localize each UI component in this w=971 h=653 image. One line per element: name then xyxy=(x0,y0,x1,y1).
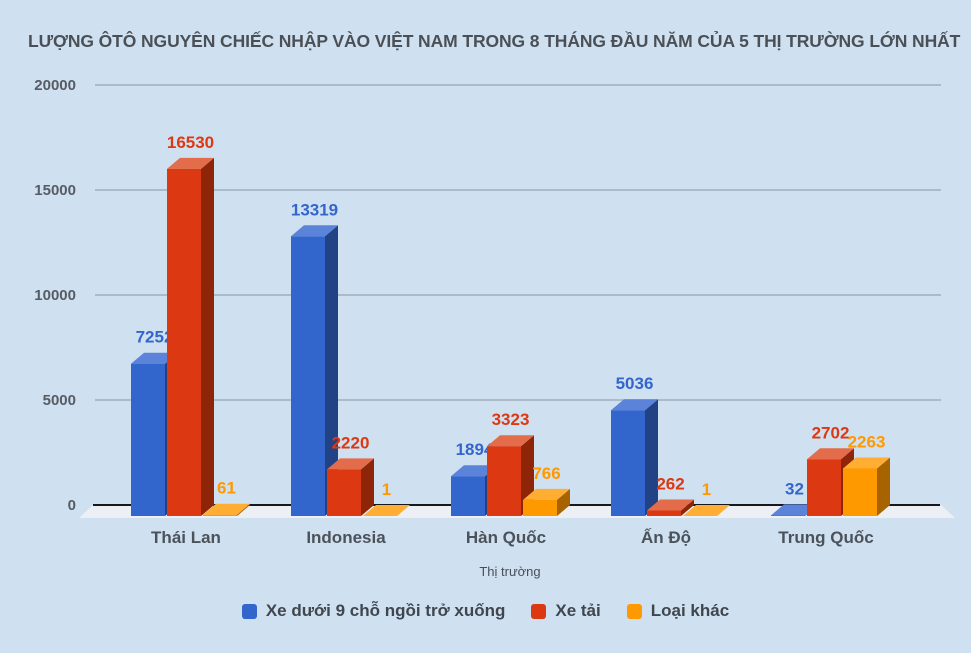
value-label: 2263 xyxy=(848,432,886,451)
bar-top-face xyxy=(647,499,694,511)
legend-label: Loại khác xyxy=(650,601,730,620)
bar-side-face xyxy=(717,504,730,516)
bar-side-face xyxy=(557,488,570,516)
bar-group-s2-c2 xyxy=(523,488,570,516)
bar-top-face xyxy=(611,399,658,411)
bar-2-0[interactable] xyxy=(203,514,237,516)
value-label: 7252 xyxy=(136,328,174,347)
value-label: 2220 xyxy=(332,433,370,452)
bar-side-face xyxy=(361,458,374,516)
bar-0-4[interactable] xyxy=(771,515,805,516)
legend: Xe dưới 9 chỗ ngồi trở xuống Xe tải Loại… xyxy=(0,601,971,621)
bar-top-face xyxy=(131,352,178,364)
bar-group-s0-c1 xyxy=(291,225,338,516)
bar-group-s1-c1 xyxy=(327,458,374,516)
bar-group-s0-c3 xyxy=(611,399,658,516)
bar-0-1[interactable] xyxy=(291,236,325,516)
value-label: 61 xyxy=(217,479,236,498)
bar-side-face xyxy=(645,399,658,516)
bar-2-2[interactable] xyxy=(523,499,557,516)
bar-top-face xyxy=(807,448,854,460)
legend-label: Xe tải xyxy=(555,601,601,620)
bar-side-face xyxy=(325,225,338,516)
bar-side-face xyxy=(877,457,890,516)
y-tick-label: 10000 xyxy=(34,287,76,304)
y-tick-label: 5000 xyxy=(43,392,76,409)
bar-1-4[interactable] xyxy=(807,459,841,516)
x-category-label-1: Indonesia xyxy=(306,528,386,547)
bar-top-face xyxy=(487,435,534,447)
bar-group-s1-c0 xyxy=(167,157,214,516)
bar-top-face xyxy=(327,458,374,470)
bar-top-face xyxy=(771,504,818,516)
bar-group-s2-c1 xyxy=(363,504,410,516)
value-label: 2702 xyxy=(812,423,850,442)
bar-top-face xyxy=(167,157,214,169)
bar-1-0[interactable] xyxy=(167,168,201,516)
legend-swatch-icon xyxy=(626,603,642,619)
bar-group-s2-c4 xyxy=(843,457,890,516)
bar-top-face xyxy=(523,488,570,500)
bar-group-s1-c3 xyxy=(647,499,694,516)
value-label: 3323 xyxy=(492,410,530,429)
chart-title: LƯỢNG ÔTÔ NGUYÊN CHIẾC NHẬP VÀO VIỆT NAM… xyxy=(28,31,961,51)
bar-side-face xyxy=(201,157,214,516)
value-label: 766 xyxy=(532,464,560,483)
x-category-label-0: Thái Lan xyxy=(151,528,221,547)
x-category-label-3: Ấn Độ xyxy=(641,528,691,547)
legend-item-xe-tai[interactable]: Xe tải xyxy=(531,601,601,621)
bar-0-3[interactable] xyxy=(611,410,645,516)
bar-top-face xyxy=(683,504,730,516)
bar-group-s2-c0 xyxy=(203,503,250,516)
value-label: 5036 xyxy=(616,374,654,393)
bar-1-2[interactable] xyxy=(487,446,521,516)
bar-top-face xyxy=(843,457,890,469)
bar-1-1[interactable] xyxy=(327,469,361,516)
legend-label: Xe dưới 9 chỗ ngồi trở xuống xyxy=(265,601,506,620)
value-label: 1894 xyxy=(456,440,494,459)
bar-top-face xyxy=(203,503,250,515)
legend-item-xe-duoi-9-cho[interactable]: Xe dưới 9 chỗ ngồi trở xuống xyxy=(241,601,506,621)
legend-swatch-icon xyxy=(531,603,547,619)
legend-item-loai-khac[interactable]: Loại khác xyxy=(626,601,730,621)
bar-2-4[interactable] xyxy=(843,468,877,516)
bar-group-s1-c2 xyxy=(487,435,534,516)
value-label: 1 xyxy=(382,480,391,499)
legend-swatch-icon xyxy=(241,603,257,619)
bar-top-face xyxy=(291,225,338,237)
bar-1-3[interactable] xyxy=(647,510,681,516)
y-tick-label: 20000 xyxy=(34,77,76,94)
bar-top-face xyxy=(363,504,410,516)
bar-top-face xyxy=(451,465,498,477)
y-tick-label: 15000 xyxy=(34,182,76,199)
bar-side-face xyxy=(681,499,694,516)
x-category-label-4: Trung Quốc xyxy=(778,528,873,547)
value-label: 262 xyxy=(656,474,684,493)
x-axis-title: Thị trường xyxy=(479,564,541,579)
y-tick-label: 0 xyxy=(68,497,76,514)
value-label: 13319 xyxy=(291,200,338,219)
bar-side-face xyxy=(397,504,410,516)
bar-group-s2-c3 xyxy=(683,504,730,516)
bar-0-2[interactable] xyxy=(451,476,485,516)
value-label: 32 xyxy=(785,479,804,498)
bar-0-0[interactable] xyxy=(131,363,165,516)
x-category-label-2: Hàn Quốc xyxy=(466,528,546,547)
value-label: 16530 xyxy=(167,133,214,152)
bar-side-face xyxy=(237,503,250,516)
value-label: 1 xyxy=(702,480,711,499)
